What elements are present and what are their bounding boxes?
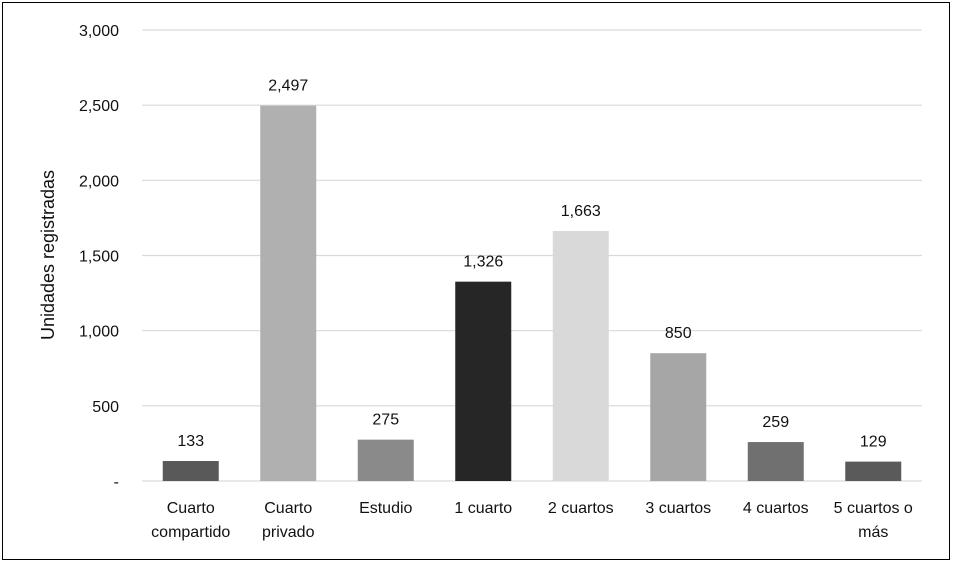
bar — [845, 461, 902, 481]
data-label: 259 — [762, 414, 789, 431]
y-tick-label: 500 — [92, 399, 119, 416]
bar — [260, 105, 317, 481]
y-axis-label: Unidades registradas — [38, 170, 58, 340]
category-label: 3 cuartos — [645, 500, 711, 517]
bar — [162, 461, 219, 481]
y-tick-label: 1,000 — [79, 324, 119, 341]
bar — [747, 442, 804, 481]
gridlines — [142, 29, 922, 482]
y-tick-label: 1,500 — [79, 249, 119, 266]
data-label: 2,497 — [268, 78, 308, 95]
bars — [162, 105, 902, 481]
data-label: 850 — [665, 325, 692, 342]
category-label: 1 cuarto — [454, 500, 512, 517]
data-label: 1,326 — [463, 254, 503, 271]
data-labels: 133 2,497 275 1,326 1,663 850 259 129 — [177, 78, 886, 451]
y-tick-label: - — [114, 474, 119, 491]
category-label: 2 cuartos — [548, 500, 614, 517]
y-tick-label: 2,500 — [79, 98, 119, 115]
category-label: Cuarto compartido — [151, 500, 230, 541]
category-label: Cuarto privado — [262, 500, 315, 541]
category-label: 5 cuartos o más — [834, 500, 913, 541]
bar — [650, 353, 707, 481]
y-axis-ticks: - 500 1,000 1,500 2,000 2,500 3,000 — [79, 23, 119, 491]
bar — [357, 439, 414, 481]
y-tick-label: 2,000 — [79, 173, 119, 190]
data-label: 1,663 — [561, 203, 601, 220]
x-axis-categories: Cuarto compartido Cuarto privado Estudio 1 cu… — [151, 500, 913, 541]
category-label: Estudio — [359, 500, 412, 517]
bar — [455, 281, 512, 481]
data-label: 129 — [860, 434, 887, 451]
data-label: 275 — [372, 412, 399, 429]
y-tick-label: 3,000 — [79, 23, 119, 40]
bar — [552, 230, 609, 481]
data-label: 133 — [177, 433, 204, 450]
category-label: 4 cuartos — [743, 500, 809, 517]
